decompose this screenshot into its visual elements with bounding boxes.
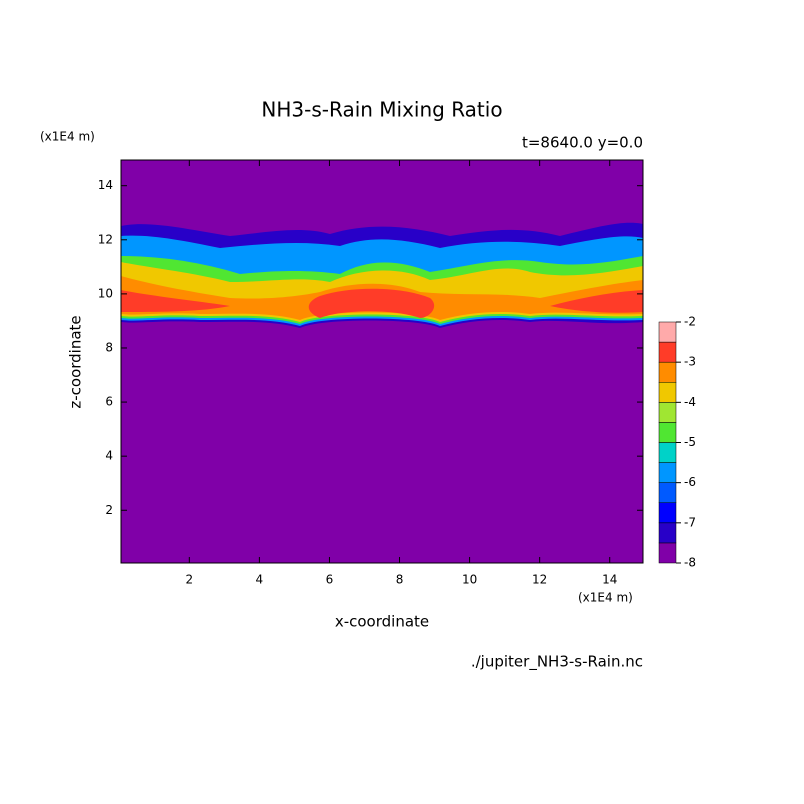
- contour-field: [121, 160, 643, 563]
- x-tick-label: 12: [532, 573, 547, 587]
- subtitle: t=8640.0 y=0.0: [522, 134, 643, 152]
- y-unit: (x1E4 m): [40, 130, 95, 144]
- colorbar-swatch: [658, 382, 677, 403]
- y-tick-label: 2: [105, 503, 113, 517]
- x-tick-label: 8: [396, 573, 404, 587]
- plot-frame: [120, 159, 644, 564]
- colorbar-label: -5: [684, 435, 696, 449]
- y-tick-label: 10: [98, 286, 113, 300]
- colorbar-swatch: [658, 482, 677, 503]
- colorbar-label: -8: [684, 556, 696, 570]
- x-tick-label: 14: [602, 573, 617, 587]
- colorbar-swatch: [658, 422, 677, 443]
- colorbar-swatch: [658, 402, 677, 423]
- colorbar-swatch: [658, 361, 677, 383]
- colorbar-label: -6: [684, 475, 696, 489]
- y-tick-label: 4: [105, 449, 113, 463]
- y-tick-label: 8: [105, 340, 113, 354]
- x-unit: (x1E4 m): [578, 591, 633, 605]
- chart-title: NH3-s-Rain Mixing Ratio: [261, 98, 502, 122]
- colorbar-swatch: [658, 442, 677, 463]
- x-tick-label: 10: [462, 573, 477, 587]
- x-tick-label: 6: [326, 573, 334, 587]
- colorbar-label: -3: [684, 355, 696, 369]
- field-background: [121, 160, 643, 563]
- x-tick-label: 2: [185, 573, 193, 587]
- colorbar-swatch: [658, 502, 677, 524]
- colorbar-label: -2: [684, 315, 696, 329]
- x-tick-label: 4: [256, 573, 264, 587]
- colorbar-swatch: [658, 462, 677, 483]
- colorbar-label: -4: [684, 395, 696, 409]
- colorbar-swatch: [658, 522, 677, 544]
- colorbar-swatch: [658, 341, 677, 363]
- y-axis-label: z-coordinate: [67, 315, 85, 408]
- source-file: ./jupiter_NH3-s-Rain.nc: [471, 653, 643, 672]
- colorbar-swatch: [658, 321, 677, 343]
- colorbar-label: -7: [684, 515, 696, 529]
- y-tick-label: 12: [98, 232, 113, 246]
- y-tick-label: 14: [98, 178, 113, 192]
- y-tick-label: 6: [105, 395, 113, 409]
- contour-band: [121, 288, 643, 318]
- x-axis-label: x-coordinate: [335, 613, 429, 631]
- colorbar-swatch: [658, 542, 677, 564]
